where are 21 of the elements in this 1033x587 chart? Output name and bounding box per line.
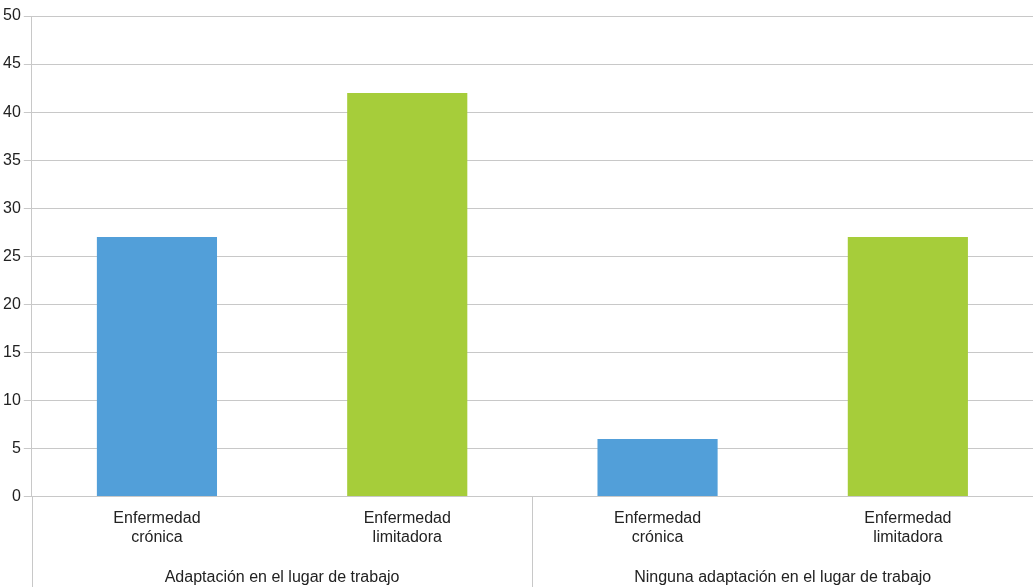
bar <box>347 92 468 497</box>
x-tick-label: Enfermedad limitadora <box>363 508 451 545</box>
text: Adaptación en el lugar de trabajo <box>164 568 400 586</box>
y-tick-label: 15 <box>3 342 21 360</box>
y-tick-label: 50 <box>3 6 21 24</box>
text: Ninguna adaptación en el lugar de trabajo <box>634 568 932 586</box>
y-tick-label: 35 <box>3 150 21 168</box>
y-tick-label: 30 <box>3 198 21 216</box>
y-tick-label: 40 <box>3 102 21 120</box>
y-tick-label: 45 <box>3 54 21 72</box>
x-tick-label: Enfermedad limitadora <box>864 508 952 545</box>
bar <box>597 438 718 497</box>
y-tick-label: 5 <box>11 438 21 456</box>
bar <box>847 237 968 497</box>
x-tick-label: Enfermedad crónica <box>613 508 702 545</box>
y-tick-label: 20 <box>3 294 21 312</box>
y-tick-label: 10 <box>3 390 21 408</box>
bar <box>96 237 218 497</box>
y-tick-label: 0 <box>11 487 21 505</box>
y-tick-label: 25 <box>3 246 21 264</box>
x-tick-label: Enfermedad crónica <box>113 508 201 545</box>
